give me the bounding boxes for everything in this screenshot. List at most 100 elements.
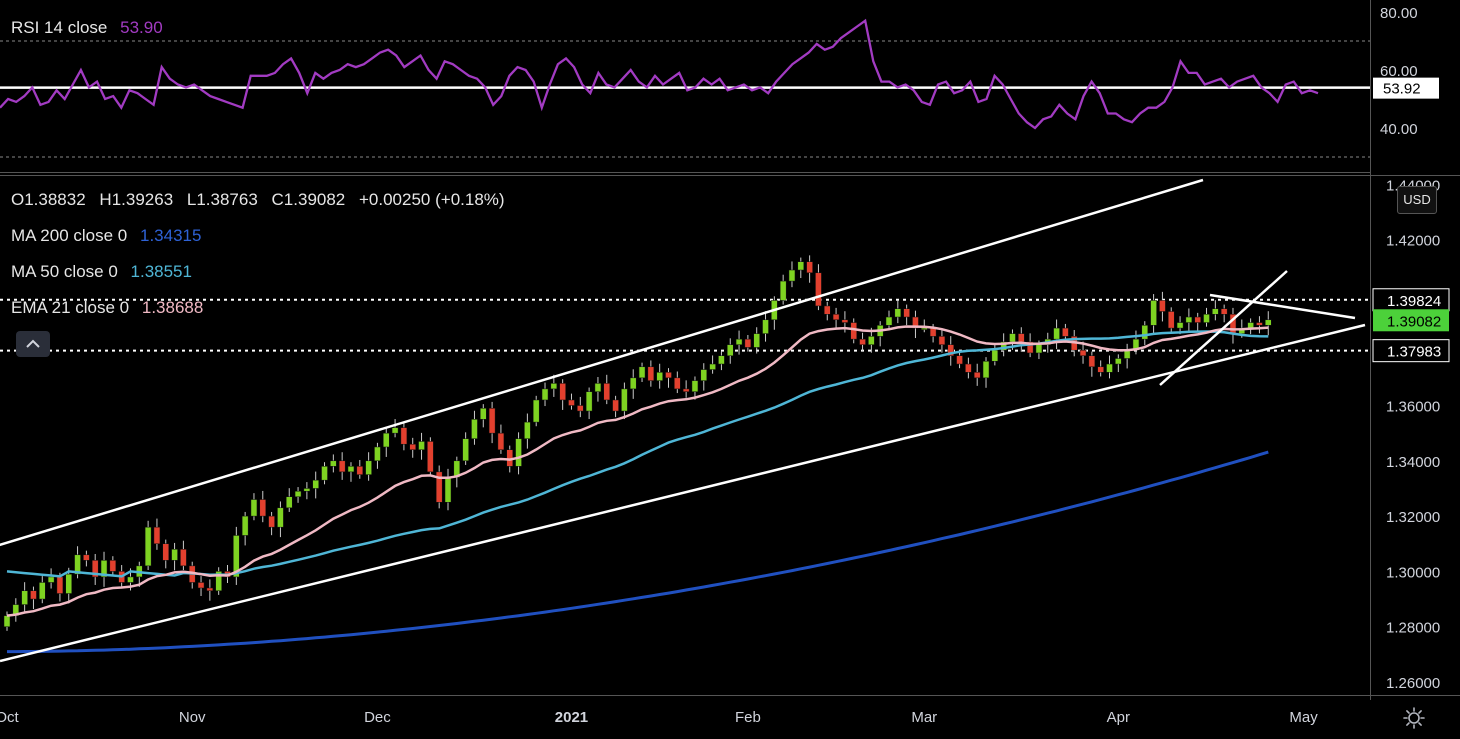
trendline: [1209, 293, 1356, 320]
candle: [568, 393, 575, 410]
collapse-legend-button[interactable]: [16, 331, 50, 357]
candle-body: [1176, 322, 1184, 329]
candle: [700, 363, 708, 391]
candle-body: [674, 377, 681, 390]
candle: [47, 568, 55, 589]
time-tick-label: Mar: [911, 709, 937, 726]
candle-body: [383, 432, 390, 448]
ohlc-low: L1.38763: [186, 190, 258, 209]
candle-body: [841, 319, 849, 323]
candle: [1167, 307, 1175, 333]
candle-body: [1035, 344, 1043, 354]
candle: [718, 351, 725, 371]
candle-body: [480, 408, 487, 420]
price-tag-label: 1.39082: [1387, 313, 1441, 330]
candle: [956, 351, 963, 369]
time-tick-label: May: [1289, 709, 1318, 726]
candle-body: [885, 316, 893, 326]
rsi-tick-label: 80.00: [1380, 5, 1418, 22]
candle-body: [1106, 363, 1113, 373]
candle: [83, 550, 90, 567]
candle: [303, 482, 311, 500]
candle-body: [197, 582, 205, 589]
candle-body: [991, 349, 999, 362]
candle: [603, 374, 611, 405]
candle: [144, 520, 152, 571]
candle-body: [462, 438, 469, 462]
candle: [779, 274, 787, 305]
candle: [1194, 312, 1201, 333]
price-tick-label: 1.26000: [1386, 675, 1440, 692]
candle: [65, 567, 72, 604]
time-tick-label: Feb: [735, 709, 761, 726]
candle: [347, 462, 355, 482]
candle: [577, 396, 584, 418]
candle-body: [233, 535, 240, 578]
candle: [30, 586, 37, 610]
candle: [277, 501, 284, 538]
candle: [259, 490, 267, 523]
candle-body: [815, 272, 822, 307]
candle-body: [180, 549, 187, 567]
candle-body: [647, 366, 655, 381]
candle: [268, 511, 275, 536]
candle: [762, 311, 769, 342]
candle: [638, 362, 646, 382]
candle-body: [435, 471, 443, 503]
candle: [656, 363, 663, 389]
candle: [100, 551, 108, 587]
candle: [215, 567, 222, 595]
ema21-legend[interactable]: EMA 21 close 0 1.38688: [11, 298, 203, 318]
candle: [374, 442, 381, 469]
candle-body: [541, 388, 549, 401]
candle: [197, 576, 205, 597]
candle: [383, 426, 390, 457]
candle: [1115, 354, 1122, 373]
candle: [206, 579, 214, 601]
candle: [162, 539, 170, 569]
candle: [859, 332, 866, 351]
candle-body: [409, 443, 416, 450]
candle: [391, 419, 399, 438]
settings-button[interactable]: [1402, 706, 1426, 730]
candle: [153, 518, 161, 550]
candle-body: [488, 408, 496, 434]
candle: [1088, 351, 1096, 377]
price-tick-label: 1.42000: [1386, 233, 1440, 250]
candle: [1097, 360, 1104, 377]
ma50-legend[interactable]: MA 50 close 0 1.38551: [11, 262, 192, 282]
candle: [912, 310, 919, 339]
candle-body: [444, 477, 452, 503]
candle-body: [1009, 333, 1016, 343]
candle-body: [1018, 333, 1025, 343]
price-tick-label: 1.28000: [1386, 620, 1440, 637]
candle-body: [1265, 319, 1272, 326]
candle-body: [356, 466, 364, 475]
price-pane: 1.440001.420001.400001.380001.360001.340…: [0, 177, 1450, 692]
price-tick-label: 1.36000: [1386, 399, 1440, 416]
candle-body: [603, 383, 611, 401]
candle: [171, 542, 178, 571]
rsi-value-tag: [1373, 77, 1439, 99]
candle: [418, 432, 425, 460]
candle: [294, 487, 302, 503]
price-tick-label: 1.32000: [1386, 509, 1440, 526]
ma200-legend[interactable]: MA 200 close 0 1.34315: [11, 226, 201, 246]
candle: [409, 437, 416, 458]
candle: [559, 379, 566, 410]
candle-body: [638, 366, 646, 379]
price-tag-label: 1.39824: [1387, 293, 1441, 310]
candle-body: [1167, 311, 1175, 329]
rsi-legend: RSI 14 close 53.90: [11, 18, 163, 38]
candle-body: [3, 615, 11, 627]
candle: [532, 395, 540, 427]
candle: [1159, 291, 1166, 322]
price-tick-label: 1.30000: [1386, 564, 1440, 581]
candle-body: [1141, 325, 1149, 340]
candle: [233, 526, 240, 585]
candle: [647, 360, 655, 387]
candle-body: [65, 573, 72, 594]
currency-badge[interactable]: USD: [1397, 186, 1437, 214]
candle-body: [1159, 300, 1166, 312]
